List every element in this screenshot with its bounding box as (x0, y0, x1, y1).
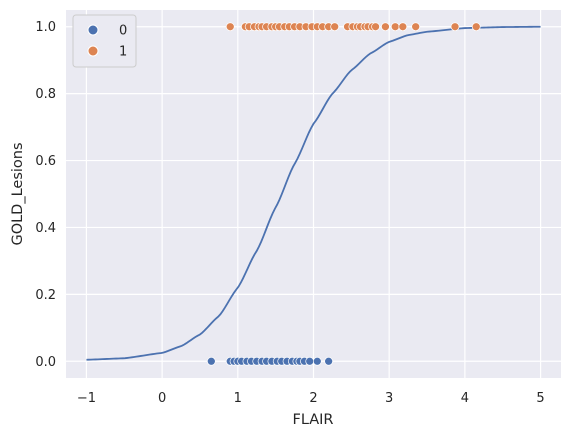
y-tick-label: 0.4 (35, 221, 56, 236)
x-tick-label: −1 (77, 391, 96, 406)
scatter-point-class-0 (324, 356, 333, 366)
x-tick-label: 4 (461, 391, 469, 406)
scatter-point-class-1 (330, 22, 340, 32)
x-axis-ticks: −1 0 1 2 3 4 5 (77, 391, 545, 406)
legend-label-0: 0 (119, 24, 127, 39)
x-tick-label: 0 (158, 391, 166, 406)
scatter-point-class-0 (312, 356, 322, 366)
scatter-point-class-1 (411, 22, 421, 32)
legend-label-1: 1 (119, 45, 127, 60)
y-tick-label: 0.2 (35, 288, 56, 303)
x-tick-label: 3 (385, 391, 393, 406)
scatter-point-class-1 (450, 22, 460, 32)
y-tick-label: 0.8 (35, 87, 56, 102)
y-axis-ticks: 0.0 0.2 0.4 0.6 0.8 1.0 (35, 20, 56, 370)
logistic-curve (86, 25, 541, 361)
grid-lines (66, 10, 561, 378)
scatter-point-class-1 (398, 22, 408, 32)
scatter-points-layer (206, 22, 481, 366)
fitted-curve-layer (86, 25, 541, 361)
scatter-point-class-1 (225, 22, 235, 32)
x-tick-label: 5 (536, 391, 544, 406)
y-tick-label: 0.6 (35, 154, 56, 169)
legend-marker-1 (87, 45, 99, 57)
x-axis-label: FLAIR (292, 412, 333, 428)
x-tick-label: 1 (234, 391, 242, 406)
x-tick-label: 2 (309, 391, 317, 406)
scatter-point-class-0 (206, 356, 216, 366)
scatter-point-class-1 (381, 22, 390, 32)
y-tick-label: 1.0 (35, 20, 56, 35)
scatter-point-class-0 (305, 356, 315, 366)
legend: 0 1 (72, 14, 137, 68)
scatter-point-class-1 (371, 22, 380, 32)
legend-marker-0 (87, 24, 99, 36)
scatter-point-class-1 (471, 22, 481, 32)
scatter-point-class-1 (390, 22, 400, 32)
y-axis-label: GOLD_Lesions (10, 142, 26, 245)
y-tick-label: 0.0 (35, 355, 56, 370)
